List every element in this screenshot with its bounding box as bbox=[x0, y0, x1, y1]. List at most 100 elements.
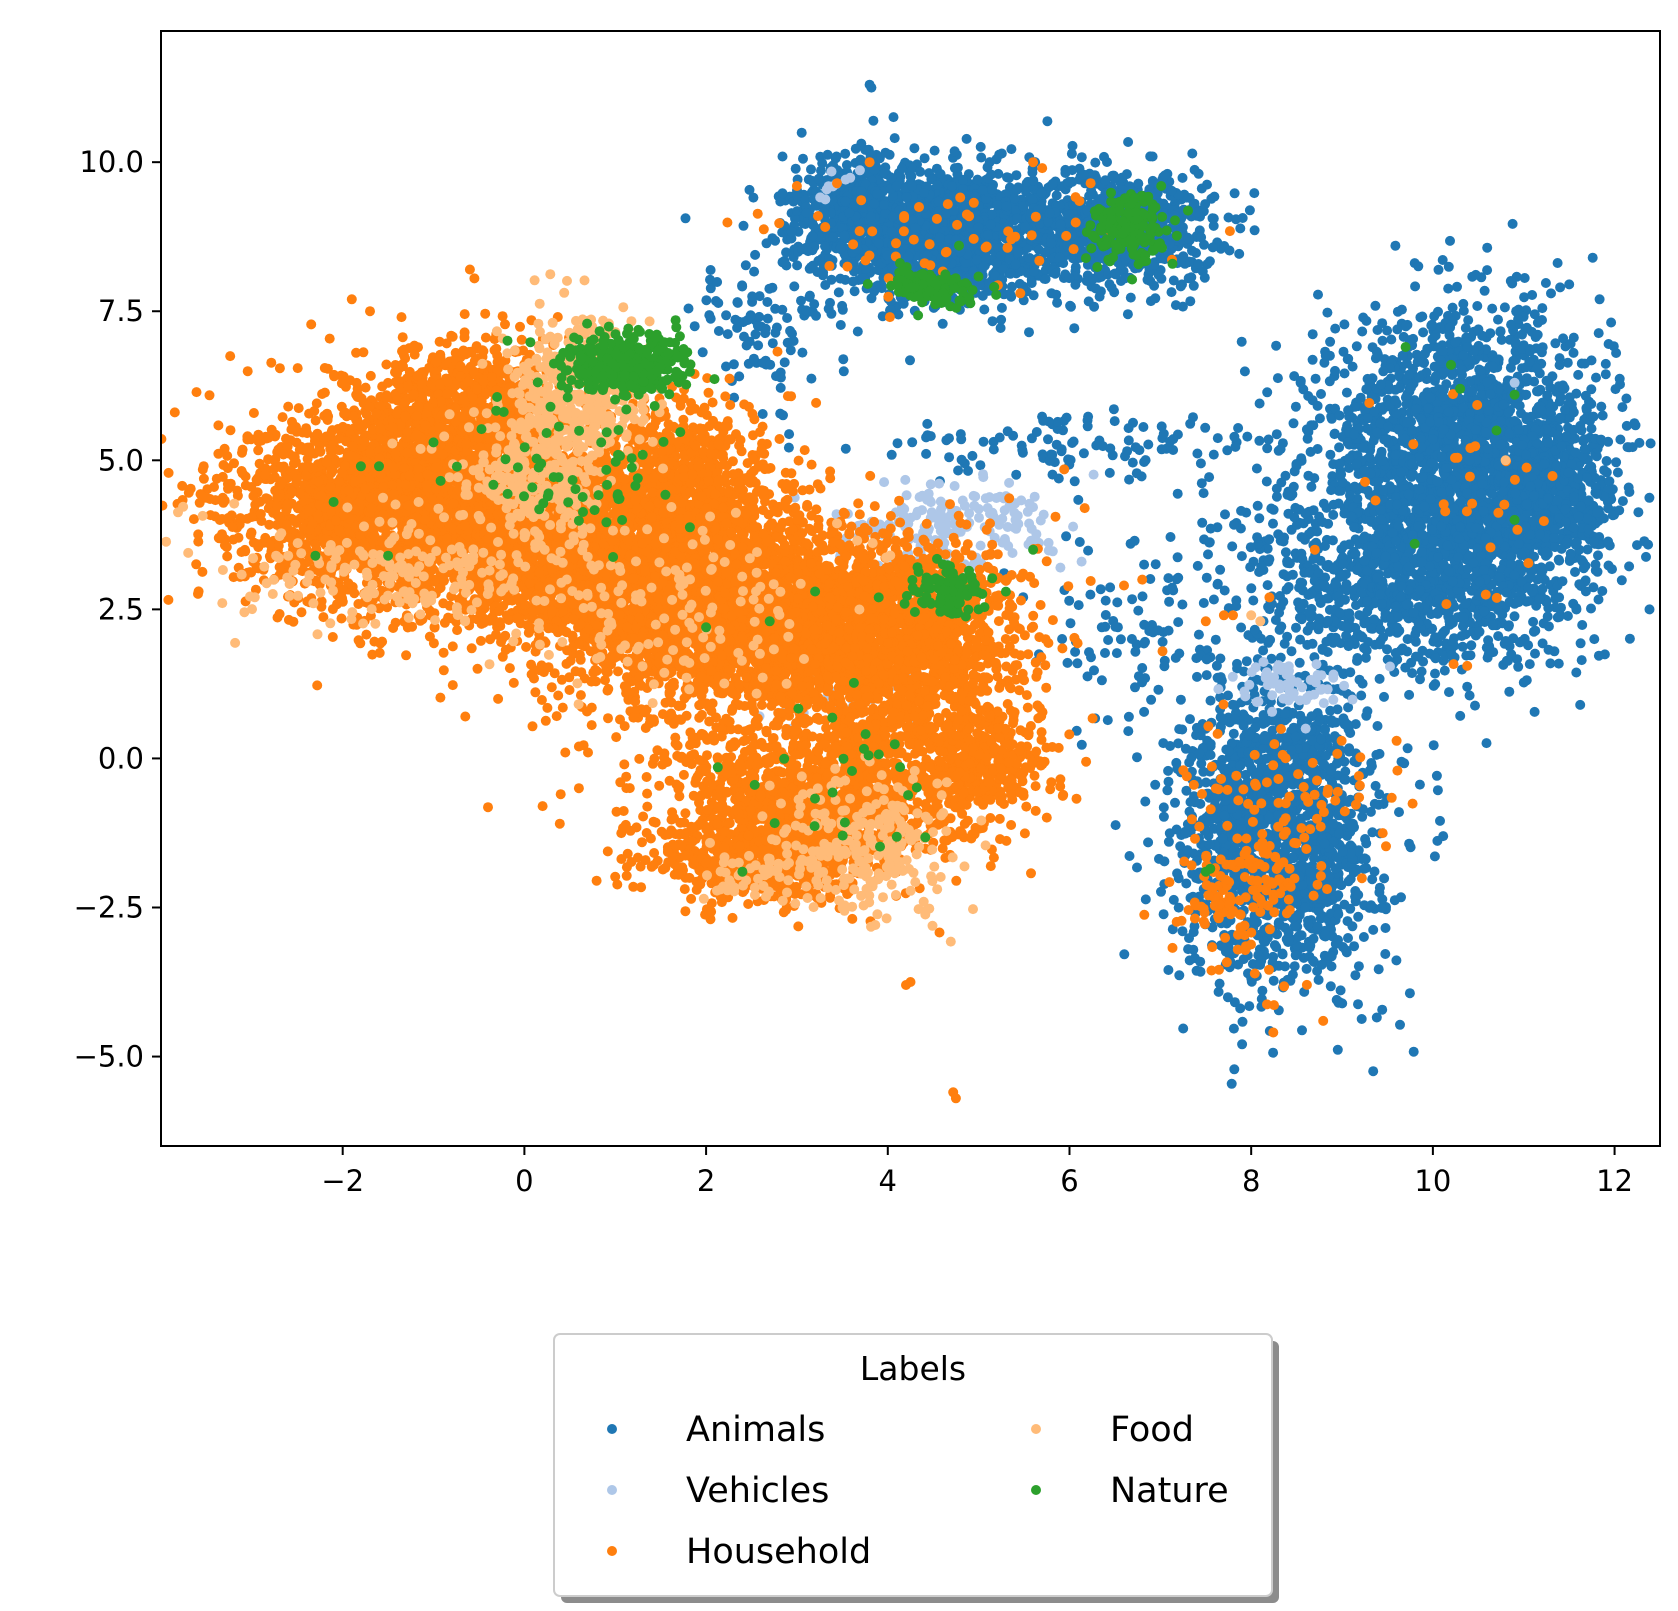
point-animals bbox=[1207, 242, 1218, 253]
point-animals bbox=[905, 355, 915, 366]
point-animals bbox=[1271, 429, 1282, 440]
point-animals bbox=[1510, 337, 1521, 348]
point-animals bbox=[1483, 635, 1494, 646]
point-animals bbox=[1312, 400, 1323, 411]
point-animals bbox=[1479, 285, 1490, 296]
point-animals bbox=[1596, 401, 1607, 412]
point-animals bbox=[1425, 392, 1436, 403]
point-animals bbox=[1064, 209, 1075, 220]
point-animals bbox=[1076, 152, 1087, 163]
point-animals bbox=[844, 207, 855, 218]
point-animals bbox=[1571, 667, 1582, 678]
data-points bbox=[161, 79, 1678, 1104]
point-animals bbox=[1268, 518, 1278, 529]
point-animals bbox=[1399, 433, 1410, 444]
point-animals bbox=[1330, 323, 1341, 334]
point-animals bbox=[1555, 412, 1566, 423]
point-animals bbox=[808, 220, 819, 231]
point-animals bbox=[1254, 398, 1265, 409]
point-animals bbox=[1262, 387, 1273, 398]
point-animals bbox=[995, 323, 1006, 333]
point-animals bbox=[996, 302, 1007, 313]
point-animals bbox=[1012, 213, 1022, 224]
point-animals bbox=[1504, 686, 1515, 697]
point-animals bbox=[1586, 384, 1597, 395]
point-animals bbox=[1438, 346, 1449, 356]
point-animals bbox=[982, 230, 993, 241]
point-animals bbox=[886, 226, 897, 237]
point-animals bbox=[1456, 364, 1467, 375]
point-animals bbox=[1482, 377, 1493, 388]
point-animals bbox=[1330, 365, 1340, 376]
point-animals bbox=[1006, 281, 1017, 292]
point-animals bbox=[1244, 205, 1255, 216]
point-animals bbox=[1575, 699, 1586, 710]
point-animals bbox=[1109, 173, 1120, 184]
point-animals bbox=[1630, 420, 1641, 431]
point-animals bbox=[1536, 347, 1547, 358]
point-animals bbox=[1641, 551, 1651, 562]
point-animals bbox=[903, 251, 914, 262]
point-animals bbox=[1503, 407, 1514, 418]
point-animals bbox=[1552, 258, 1563, 268]
point-animals bbox=[1229, 188, 1240, 199]
point-animals bbox=[1343, 405, 1354, 416]
point-animals bbox=[1621, 393, 1632, 404]
point-animals bbox=[1139, 559, 1150, 570]
point-animals bbox=[1562, 611, 1573, 621]
point-animals bbox=[1509, 416, 1520, 426]
point-animals bbox=[1505, 276, 1516, 286]
point-animals bbox=[1573, 369, 1584, 380]
point-animals bbox=[1150, 293, 1161, 304]
point-animals bbox=[1555, 392, 1566, 403]
point-animals bbox=[1242, 431, 1253, 442]
point-animals bbox=[1254, 513, 1265, 524]
point-animals bbox=[1261, 476, 1272, 487]
point-animals bbox=[1028, 290, 1039, 301]
point-animals bbox=[978, 261, 989, 272]
point-animals bbox=[1249, 225, 1260, 236]
point-animals bbox=[868, 115, 879, 126]
point-animals bbox=[777, 151, 788, 162]
point-animals bbox=[987, 316, 998, 327]
point-animals bbox=[1587, 252, 1598, 263]
point-animals bbox=[1485, 389, 1496, 400]
point-animals bbox=[1559, 383, 1570, 394]
point-animals bbox=[767, 233, 778, 244]
point-animals bbox=[1047, 178, 1058, 189]
point-animals bbox=[1593, 594, 1604, 605]
point-animals bbox=[1531, 363, 1542, 374]
point-animals bbox=[910, 222, 921, 233]
point-animals bbox=[1601, 456, 1612, 466]
point-animals bbox=[1416, 413, 1427, 424]
point-animals bbox=[1417, 472, 1428, 483]
point-animals bbox=[1005, 268, 1016, 279]
point-animals bbox=[1411, 403, 1422, 414]
point-animals bbox=[1644, 604, 1655, 615]
point-animals bbox=[1166, 185, 1177, 196]
point-animals bbox=[1224, 245, 1235, 256]
point-animals bbox=[1485, 328, 1496, 339]
point-animals bbox=[798, 153, 808, 164]
point-animals bbox=[1188, 280, 1199, 291]
point-animals bbox=[1010, 259, 1021, 270]
point-animals bbox=[1554, 360, 1565, 371]
point-animals bbox=[1272, 373, 1283, 384]
point-animals bbox=[1670, 416, 1678, 426]
point-animals bbox=[1263, 434, 1274, 445]
point-animals bbox=[1147, 151, 1158, 162]
point-animals bbox=[1351, 341, 1362, 352]
point-animals bbox=[1040, 274, 1051, 284]
point-animals bbox=[906, 180, 917, 191]
point-animals bbox=[1436, 487, 1447, 498]
point-animals bbox=[1094, 291, 1105, 302]
point-animals bbox=[875, 281, 886, 292]
point-animals bbox=[866, 293, 877, 304]
point-animals bbox=[1199, 272, 1210, 283]
point-animals bbox=[996, 314, 1007, 325]
point-animals bbox=[1524, 356, 1535, 367]
point-animals bbox=[1390, 240, 1401, 251]
point-animals bbox=[1558, 333, 1569, 344]
point-animals bbox=[1521, 412, 1532, 423]
